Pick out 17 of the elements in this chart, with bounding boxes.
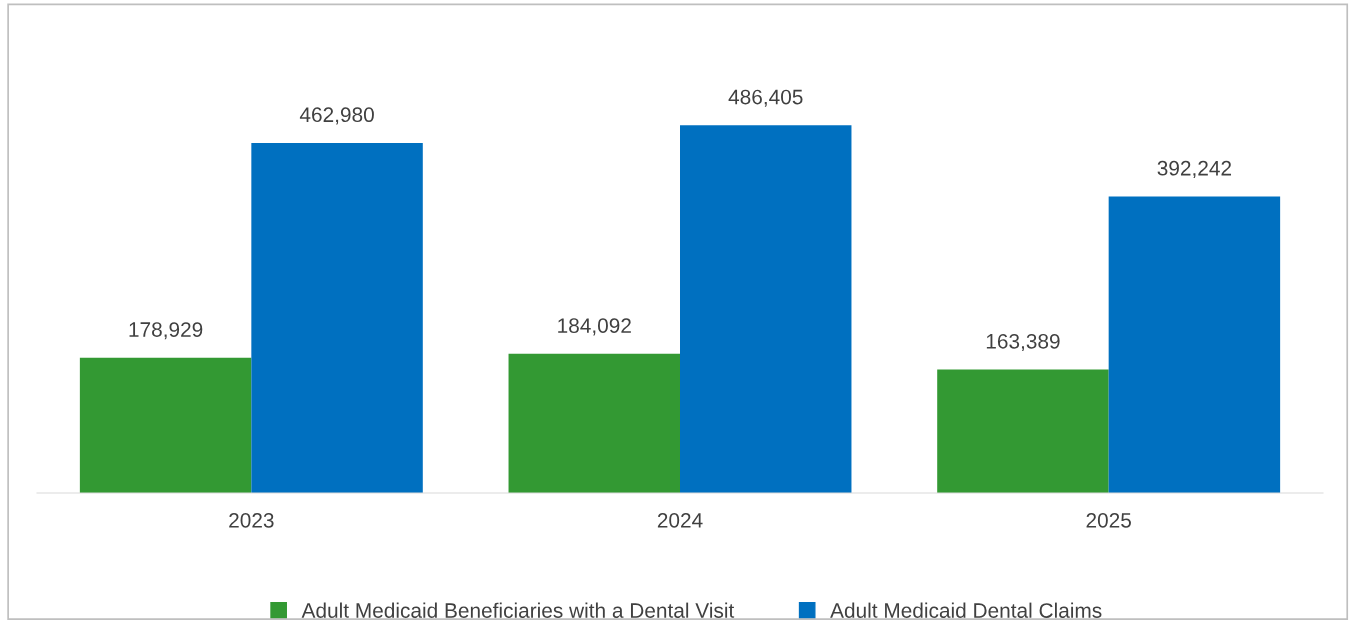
data-label: 184,092	[558, 318, 631, 336]
bar	[1108, 196, 1281, 493]
bar	[937, 369, 1109, 493]
data-label: 178,929	[129, 322, 203, 340]
legend-label: Adult Medicaid Dental Claims	[830, 602, 1102, 618]
data-label: 392,242	[1157, 160, 1232, 179]
x-tick-label: 2024	[657, 512, 703, 528]
legend-label: Adult Medicaid Beneficiaries with a Dental Visit	[301, 602, 735, 618]
bar	[680, 125, 852, 493]
data-label: 486,405	[728, 89, 803, 107]
bar	[508, 353, 680, 493]
bar	[79, 357, 252, 493]
x-tick-label: 2025	[1086, 512, 1131, 528]
data-label: 462,980	[299, 107, 374, 125]
bar	[251, 142, 423, 493]
data-label: 163,389	[986, 333, 1060, 352]
x-tick-label: 2023	[229, 512, 274, 528]
